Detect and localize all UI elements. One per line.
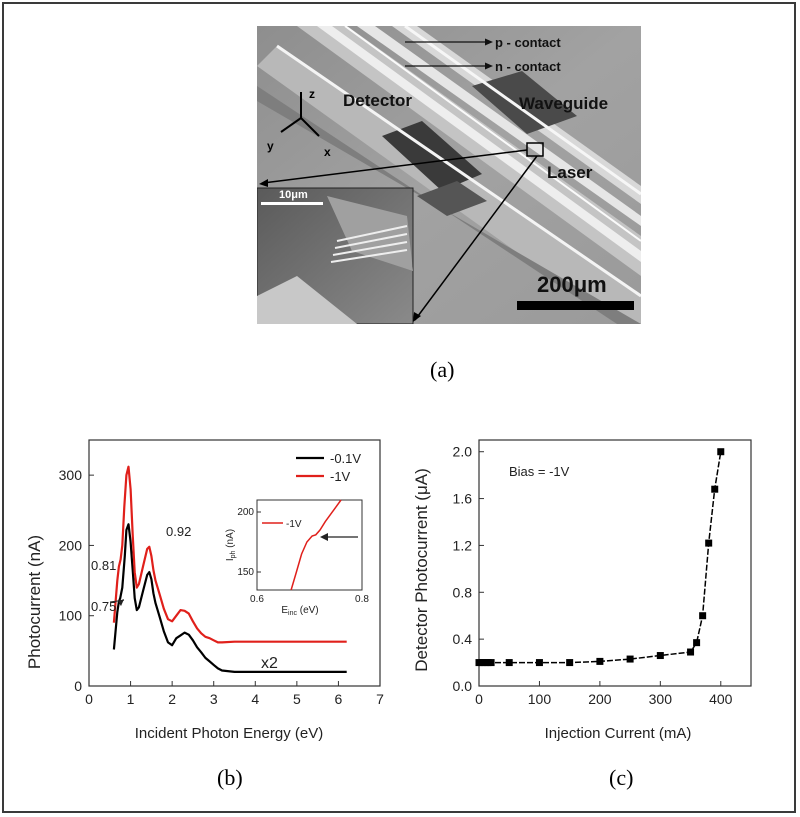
detector-label: Detector <box>343 91 412 110</box>
axis-x-label: x <box>324 145 331 159</box>
c-y-tick-label: 0.0 <box>453 678 473 694</box>
b-y-tick-label: 0 <box>74 678 82 694</box>
b-series-line-minus-1V <box>112 465 347 644</box>
b-inset-x-tick-label: 0.8 <box>355 594 369 605</box>
chart-detector-photocurrent: 0 100 200 300 400 0.0 0.4 0.8 1.2 1.6 2.0 Injectio… <box>412 439 752 742</box>
sem-micrograph: 10μm z y x p - contact n - contact Detec… <box>257 26 641 324</box>
c-data-point <box>626 655 634 663</box>
b-x-axis-label: Incident Photon Energy (eV) <box>135 725 323 742</box>
axis-z-label: z <box>309 87 315 101</box>
c-series-line <box>479 451 722 664</box>
c-plot-frame <box>478 439 752 687</box>
c-data-point <box>699 612 707 620</box>
b-annotation-arrowhead <box>118 599 124 607</box>
b-x-tick-label: 1 <box>127 691 135 707</box>
c-x-axis-label: Injection Current (mA) <box>545 725 692 742</box>
inset-scale-label: 10μm <box>279 189 308 201</box>
c-data-point <box>505 659 513 667</box>
c-y-tick-label: 0.8 <box>453 584 473 600</box>
b-inset-y-tick-label: 200 <box>237 507 254 518</box>
panel-label-a: (a) <box>430 357 455 382</box>
c-x-tick-label: 300 <box>649 691 673 707</box>
c-data-point <box>656 652 664 660</box>
b-y-tick-label: 300 <box>59 467 83 483</box>
c-data-point <box>687 648 695 656</box>
c-y-tick-label: 1.6 <box>453 491 473 507</box>
c-x-tick-label: 400 <box>709 691 733 707</box>
panel-label-b: (b) <box>217 765 243 790</box>
axis-triad <box>280 92 320 137</box>
c-data-point <box>566 659 574 667</box>
c-data-point <box>535 659 543 667</box>
b-y-axis-label: Photocurrent (nA) <box>25 535 44 669</box>
b-plot-frame <box>88 439 381 687</box>
c-data-point <box>705 539 713 547</box>
scale-bar <box>517 301 634 310</box>
b-y-tick-label: 100 <box>59 608 83 624</box>
c-y-tick-label: 1.2 <box>453 537 473 553</box>
c-data-point <box>487 659 495 667</box>
c-bias-annotation: Bias = -1V <box>509 464 570 479</box>
n-contact-label: n - contact <box>495 59 561 74</box>
p-contact-label: p - contact <box>495 35 561 50</box>
b-inset-frame <box>256 499 363 591</box>
b-inset-legend-label: -1V <box>286 519 302 530</box>
axis-y-label: y <box>267 139 274 153</box>
b-inset-arrowhead <box>320 533 328 541</box>
c-x-tick-label: 0 <box>475 691 483 707</box>
c-x-tick-label: 200 <box>588 691 612 707</box>
b-x-tick-label: 7 <box>376 691 384 707</box>
c-y-axis-label: Detector Photocurrent (μA) <box>412 468 431 672</box>
laser-label: Laser <box>547 163 593 182</box>
b-series-line-minus-0-1V <box>112 523 347 673</box>
chart-photocurrent-spectrum: 0 1 2 3 4 5 6 7 0 100 200 300 0.6 0.8 150 200 Einc (eV)… <box>25 439 384 742</box>
b-annotation-0-92: 0.92 <box>166 524 191 539</box>
b-x-tick-label: 6 <box>335 691 343 707</box>
panel-label-c: (c) <box>609 765 634 790</box>
b-inset-x-tick-label: 0.6 <box>250 594 264 605</box>
b-inset-series-line <box>290 499 342 591</box>
b-legend-label: -0.1V <box>330 451 361 466</box>
c-data-point <box>693 639 701 647</box>
b-legend-label: -1V <box>330 469 351 484</box>
b-x-tick-label: 2 <box>168 691 176 707</box>
b-annotation-0-75: 0.75 <box>91 599 116 614</box>
b-x-tick-label: 0 <box>85 691 93 707</box>
b-x-tick-label: 3 <box>210 691 218 707</box>
waveguide-label: Waveguide <box>519 94 608 113</box>
b-annotation-0-81: 0.81 <box>91 558 116 573</box>
b-inset-x-axis-label: Einc (eV) <box>281 605 318 617</box>
c-x-tick-label: 100 <box>528 691 552 707</box>
b-y-tick-label: 200 <box>59 537 83 553</box>
b-x-tick-label: 5 <box>293 691 301 707</box>
b-inset-y-tick-label: 150 <box>237 567 254 578</box>
c-data-point <box>596 657 604 665</box>
c-data-point <box>717 448 725 456</box>
scale-bar-label: 200μm <box>537 272 607 297</box>
zoom-box <box>526 142 544 157</box>
b-annotation-x2: x2 <box>261 655 278 672</box>
c-y-tick-label: 0.4 <box>453 631 473 647</box>
c-y-tick-label: 2.0 <box>453 444 473 460</box>
b-inset-y-axis-label: Iph (nA) <box>225 529 237 561</box>
c-data-point <box>711 485 719 493</box>
b-x-tick-label: 4 <box>251 691 259 707</box>
